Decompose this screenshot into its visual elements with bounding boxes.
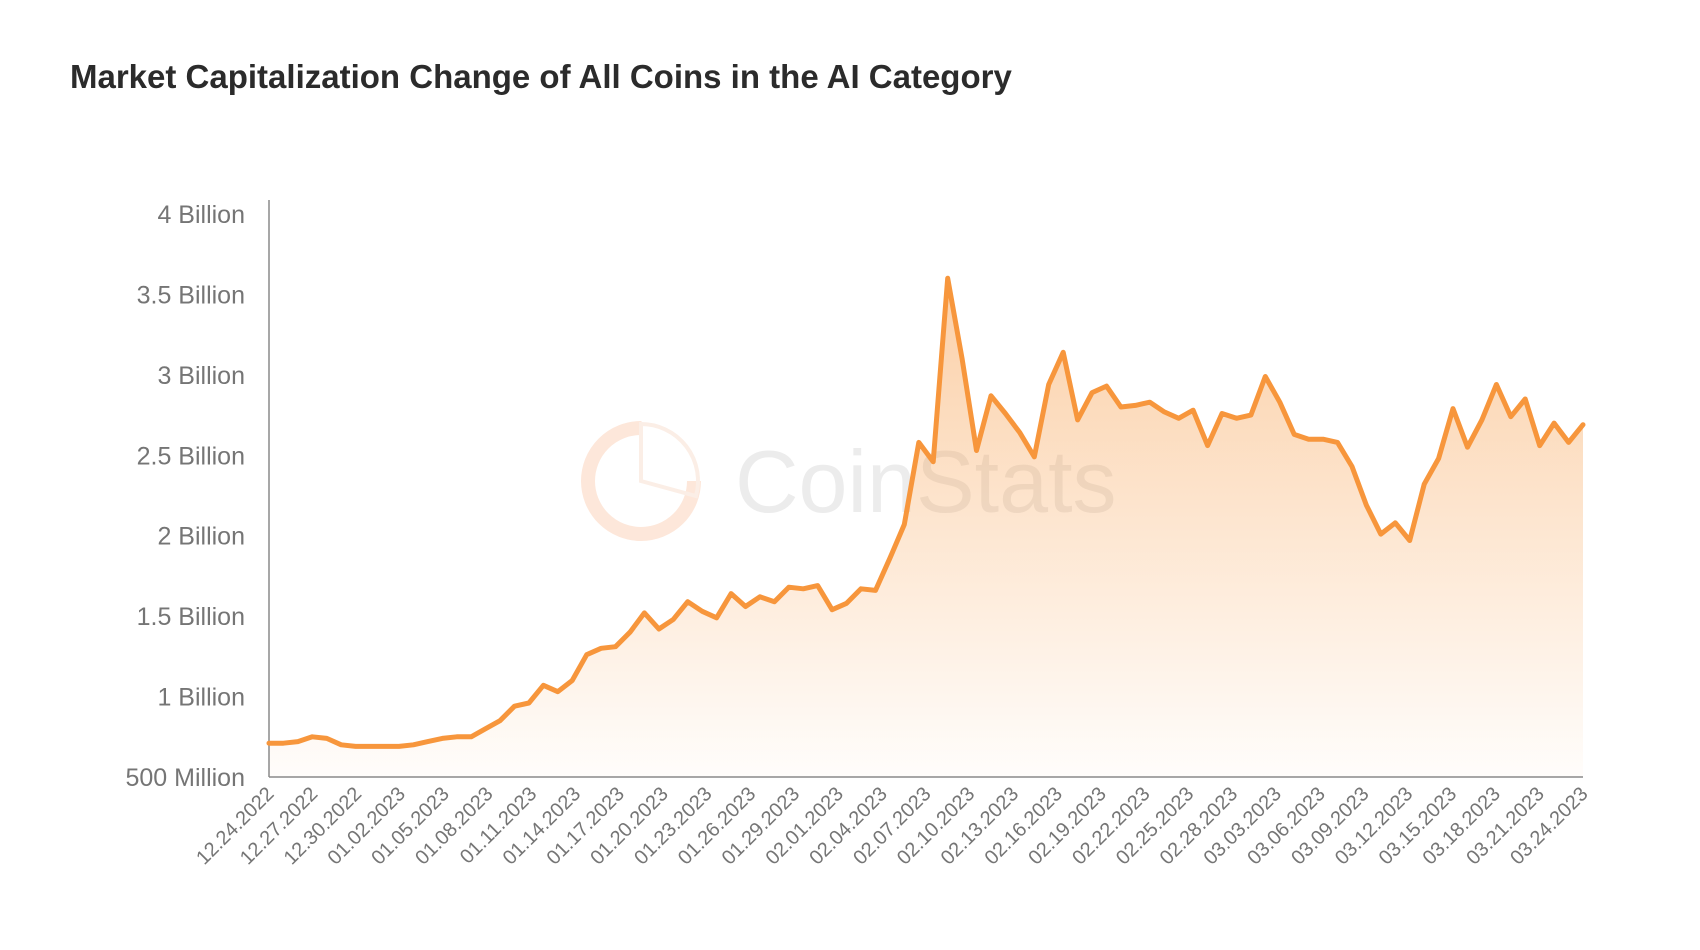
y-tick-label: 3 Billion xyxy=(157,362,245,390)
coinstats-logo-icon xyxy=(581,421,701,541)
y-tick-label: 2 Billion xyxy=(157,523,245,551)
series-line xyxy=(266,275,1586,749)
y-tick-label: 2.5 Billion xyxy=(137,442,245,470)
y-tick-label: 4 Billion xyxy=(157,201,245,229)
y-tick-label: 1 Billion xyxy=(157,684,245,712)
chart-title: Market Capitalization Change of All Coin… xyxy=(70,58,1012,95)
y-tick-label: 1.5 Billion xyxy=(137,603,245,631)
y-tick-label: 3.5 Billion xyxy=(137,281,245,309)
y-tick-label: 500 Million xyxy=(125,764,245,792)
